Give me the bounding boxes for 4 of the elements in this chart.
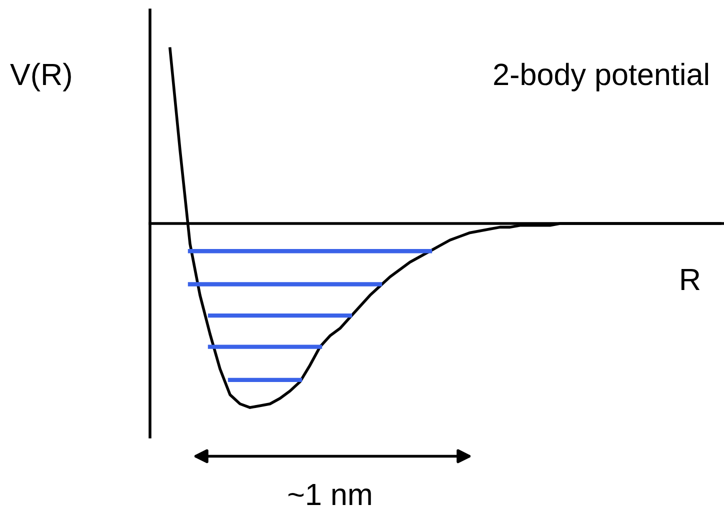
chart-title: 2-body potential [494, 62, 708, 92]
text: ~1 nm [288, 484, 371, 505]
x-axis-title: R [681, 268, 700, 290]
y-axis-title: V(R) [10, 62, 71, 92]
